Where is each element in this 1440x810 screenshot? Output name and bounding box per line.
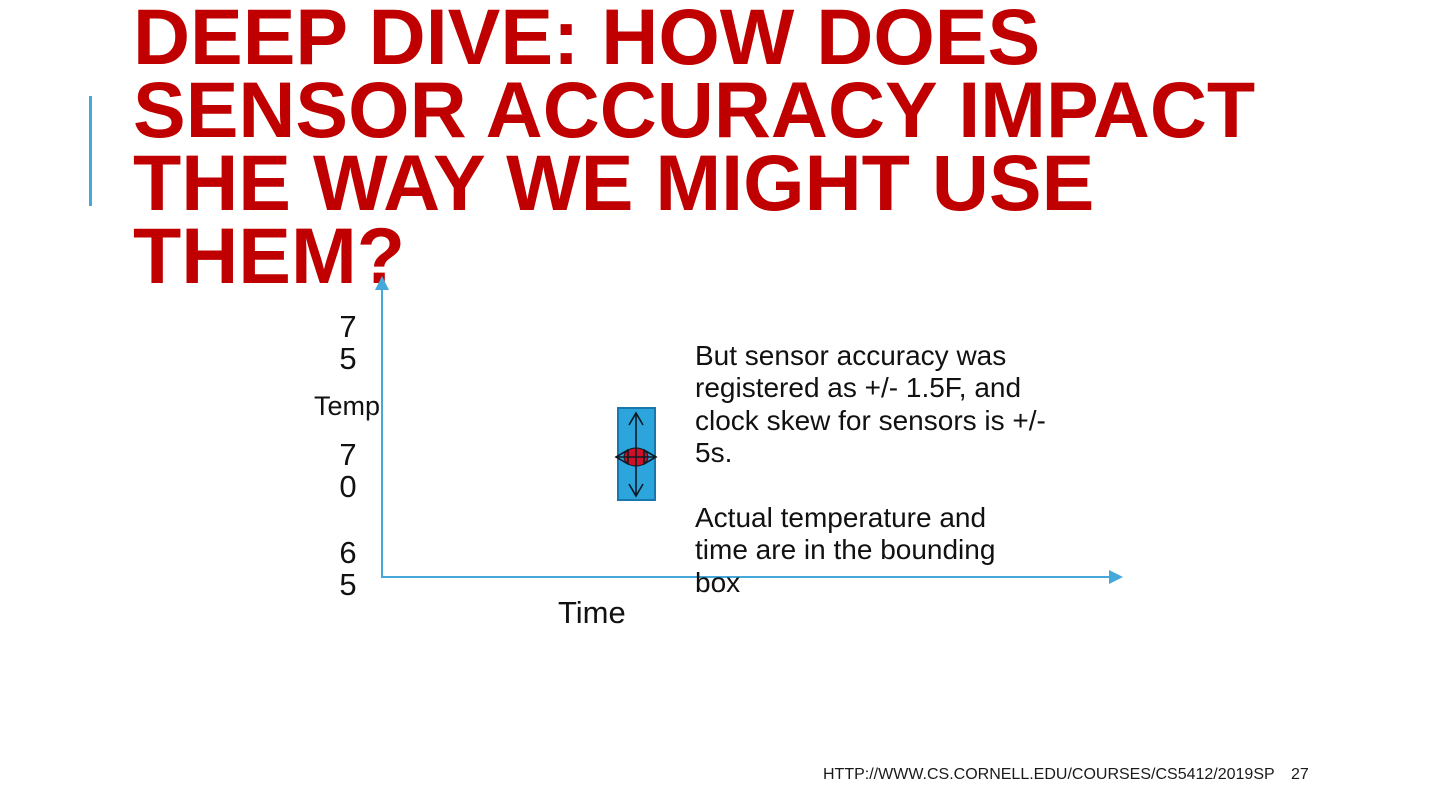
time-uncertainty-arrow [614, 448, 658, 466]
y-tick-65: 6 5 [339, 535, 357, 602]
x-axis-label: Time [558, 595, 626, 630]
y-axis-label: Temp [314, 391, 381, 421]
y-tick-75: 7 5 [339, 309, 357, 376]
page-number: 27 [1291, 766, 1309, 783]
slide-title: DEEP DIVE: HOW DOES SENSOR ACCURACY IMPA… [133, 0, 1256, 300]
temp-uncertainty-arrow [628, 411, 644, 498]
title-accent-bar [89, 96, 92, 206]
annotation-text: But sensor accuracy was registered as +/… [695, 340, 1046, 598]
y-tick-70: 7 0 [339, 437, 357, 504]
footer-url: HTTP://WWW.CS.CORNELL.EDU/COURSES/CS5412… [823, 766, 1275, 783]
x-axis-arrowhead [1109, 570, 1123, 584]
y-axis-arrowhead [375, 276, 389, 290]
